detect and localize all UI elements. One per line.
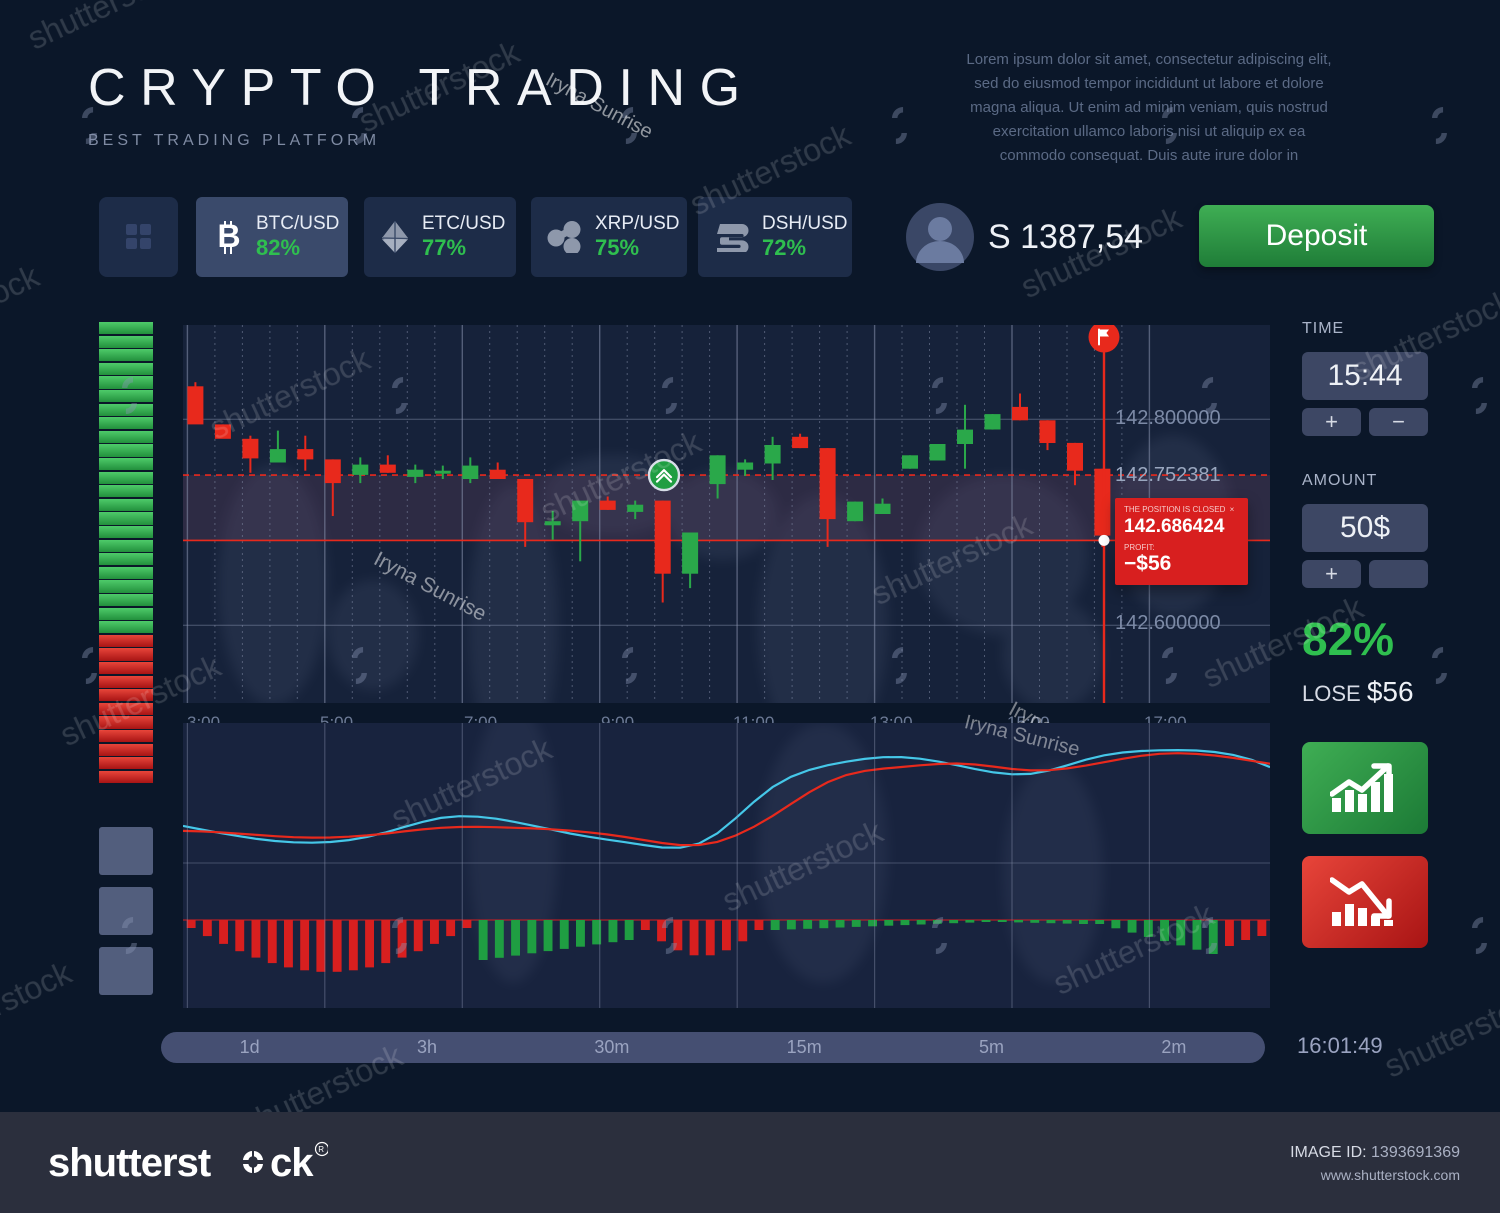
svg-text:R: R [318,1145,324,1154]
svg-text:shutterst: shutterst [48,1141,211,1185]
svg-text:ck: ck [270,1141,314,1185]
svg-text:B: B [217,220,240,254]
